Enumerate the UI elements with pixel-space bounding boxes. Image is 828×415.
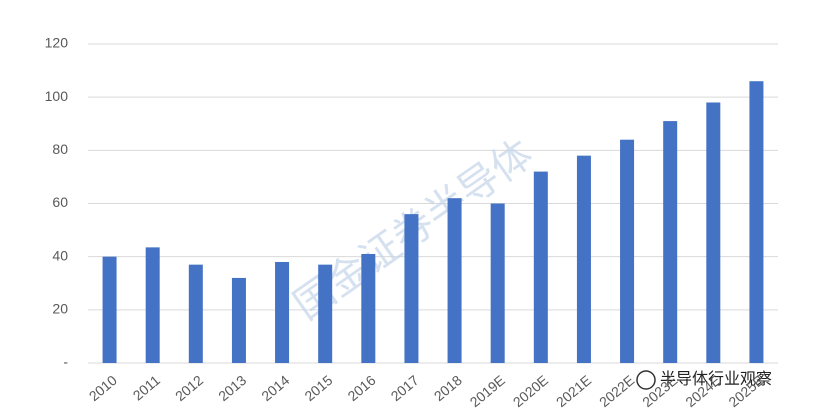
bar <box>231 277 246 363</box>
bar <box>102 256 117 363</box>
source: 半导体行业观察 <box>660 370 772 388</box>
bar <box>447 198 462 363</box>
y-tick-label: 40 <box>52 247 68 263</box>
y-tick-label: 120 <box>45 35 69 51</box>
bar <box>706 102 721 363</box>
bar <box>490 203 505 363</box>
bar <box>533 171 548 363</box>
x-tick-label: 2018 <box>431 372 465 404</box>
bar <box>361 254 376 363</box>
x-tick-label: 2010 <box>86 372 120 404</box>
bar <box>318 264 333 363</box>
bar <box>188 264 203 363</box>
bar <box>620 139 635 363</box>
x-tick-label: 2016 <box>344 372 378 404</box>
bar <box>275 261 290 363</box>
x-tick-label: 2019E <box>467 372 508 410</box>
y-tick-label: 60 <box>52 194 68 210</box>
x-tick-label: 2012 <box>172 372 206 404</box>
y-tick-label: - <box>63 354 68 370</box>
y-tick-label: 20 <box>52 301 68 317</box>
bar <box>663 121 678 363</box>
logo-icon <box>636 370 656 390</box>
bar <box>576 155 591 363</box>
bar <box>145 247 160 363</box>
x-tick-label: 2011 <box>130 372 164 404</box>
bar <box>749 81 764 363</box>
y-tick-label: 80 <box>52 141 68 157</box>
source-logo: 半导体行业观察 <box>636 370 772 390</box>
x-tick-label: 2022E <box>596 372 637 410</box>
x-tick-label: 2014 <box>258 372 292 404</box>
x-tick-label: 2020E <box>510 372 551 410</box>
x-tick-label: 2013 <box>215 372 249 404</box>
x-tick-label: 2017 <box>388 372 422 404</box>
y-tick-label: 100 <box>45 88 69 104</box>
x-tick-label: 2015 <box>301 372 335 404</box>
bar <box>404 214 419 363</box>
x-tick-label: 2021E <box>553 372 594 410</box>
